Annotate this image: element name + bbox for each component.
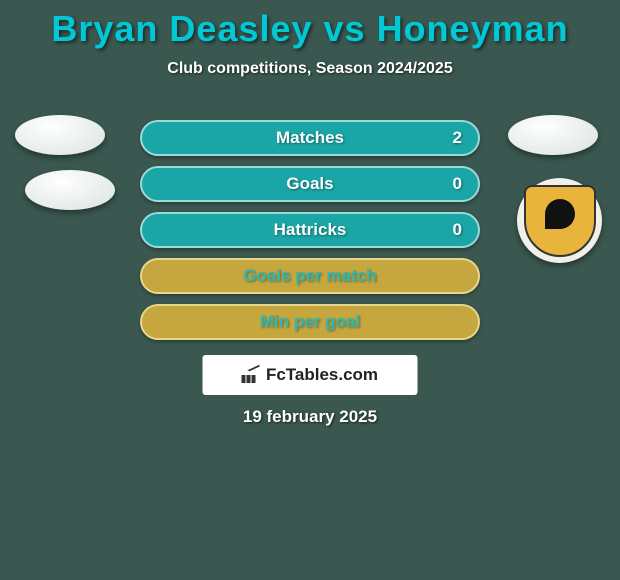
stat-value: 0 bbox=[453, 220, 462, 240]
player2-badge-top bbox=[508, 115, 598, 155]
stats-list: Matches 2 Goals 0 Hattricks 0 Goals per … bbox=[140, 120, 480, 350]
stat-row-matches: Matches 2 bbox=[140, 120, 480, 156]
stat-label: Min per goal bbox=[260, 312, 360, 332]
stat-label: Matches bbox=[276, 128, 344, 148]
site-branding: FcTables.com bbox=[203, 355, 418, 395]
stat-row-goals: Goals 0 bbox=[140, 166, 480, 202]
chart-icon bbox=[242, 367, 260, 383]
player2-club-badge bbox=[517, 178, 602, 263]
update-date: 19 february 2025 bbox=[0, 407, 620, 427]
stat-value: 0 bbox=[453, 174, 462, 194]
stat-label: Hattricks bbox=[274, 220, 347, 240]
comparison-subtitle: Club competitions, Season 2024/2025 bbox=[0, 60, 620, 78]
player1-badge-top bbox=[15, 115, 105, 155]
comparison-title: Bryan Deasley vs Honeyman bbox=[0, 0, 620, 50]
site-name: FcTables.com bbox=[266, 365, 378, 385]
stat-label: Goals per match bbox=[243, 266, 376, 286]
stat-row-goals-per-match: Goals per match bbox=[140, 258, 480, 294]
club-crest-icon bbox=[524, 185, 596, 257]
stat-row-hattricks: Hattricks 0 bbox=[140, 212, 480, 248]
stat-label: Goals bbox=[286, 174, 333, 194]
player1-badge-bottom bbox=[25, 170, 115, 210]
stat-value: 2 bbox=[453, 128, 462, 148]
stat-row-min-per-goal: Min per goal bbox=[140, 304, 480, 340]
